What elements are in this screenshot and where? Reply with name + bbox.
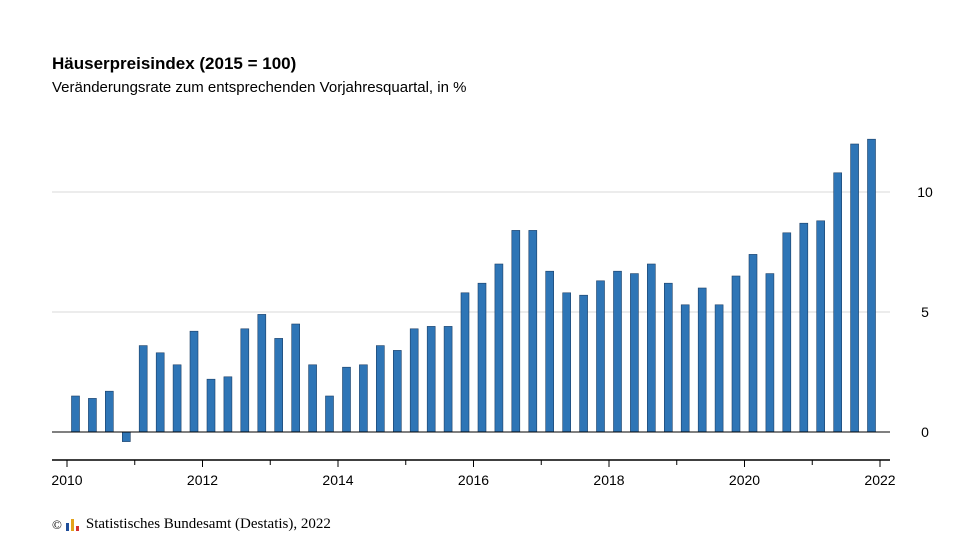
bar <box>494 263 504 433</box>
bar <box>748 254 758 433</box>
bar <box>765 273 775 433</box>
bar <box>426 326 436 433</box>
bar <box>105 390 114 433</box>
x-tick-label: 2012 <box>187 472 218 488</box>
bar <box>613 270 622 433</box>
bar <box>409 328 419 433</box>
bar <box>782 232 792 433</box>
x-tick-label: 2014 <box>322 472 353 488</box>
copyright-symbol: © <box>52 516 62 532</box>
bar <box>189 330 199 433</box>
bar <box>240 328 250 433</box>
bar <box>342 366 351 433</box>
bar <box>680 304 690 433</box>
bar <box>511 230 521 433</box>
source-footer: © Statistisches Bundesamt (Destatis), 20… <box>52 516 331 533</box>
bar <box>88 398 97 433</box>
bar <box>375 345 385 433</box>
bar <box>867 138 876 433</box>
bar <box>325 395 334 433</box>
bar <box>172 364 182 433</box>
bar <box>833 172 843 433</box>
x-tick-label: 2016 <box>458 472 489 488</box>
bar <box>291 323 301 433</box>
x-tick-label: 2020 <box>729 472 760 488</box>
bars <box>71 138 876 442</box>
x-tick-label: 2022 <box>864 472 895 488</box>
bar <box>138 345 148 433</box>
source-text: Statistisches Bundesamt (Destatis), 2022 <box>85 516 331 532</box>
grid-lines <box>52 191 890 313</box>
bar <box>850 143 859 433</box>
y-axis-tick-labels: 0 5 10 <box>917 184 933 440</box>
bar <box>460 292 470 433</box>
bar <box>206 378 216 433</box>
chart-title: Häuserpreisindex (2015 = 100) <box>52 54 297 73</box>
bar <box>308 364 317 433</box>
bar <box>359 364 368 433</box>
bar <box>545 270 555 433</box>
bar <box>155 352 165 433</box>
bar <box>562 292 572 433</box>
bar <box>223 376 233 433</box>
bar <box>731 275 741 433</box>
bar <box>799 222 809 433</box>
y-tick-label: 10 <box>917 184 933 200</box>
bar <box>714 304 724 433</box>
bar <box>630 273 639 433</box>
bar <box>392 350 402 433</box>
bar <box>697 287 707 433</box>
bar <box>443 326 453 433</box>
y-tick-label: 5 <box>921 304 929 320</box>
bar <box>816 220 826 433</box>
y-tick-label: 0 <box>921 424 929 440</box>
bar <box>71 395 80 433</box>
bar <box>528 230 538 433</box>
x-tick-label: 2018 <box>593 472 624 488</box>
x-axis: 2010 2012 2014 2016 2018 2020 2022 <box>51 431 896 488</box>
bar <box>257 314 267 433</box>
bar <box>596 280 605 433</box>
chart-subtitle: Veränderungsrate zum entsprechenden Vorj… <box>52 79 467 96</box>
destatis-logo-icon <box>65 518 80 531</box>
bar <box>646 263 656 433</box>
bar <box>663 282 673 433</box>
bar <box>122 431 131 442</box>
bar <box>274 338 284 433</box>
bar <box>477 282 487 433</box>
x-tick-label: 2010 <box>51 472 82 488</box>
bar <box>579 294 588 433</box>
